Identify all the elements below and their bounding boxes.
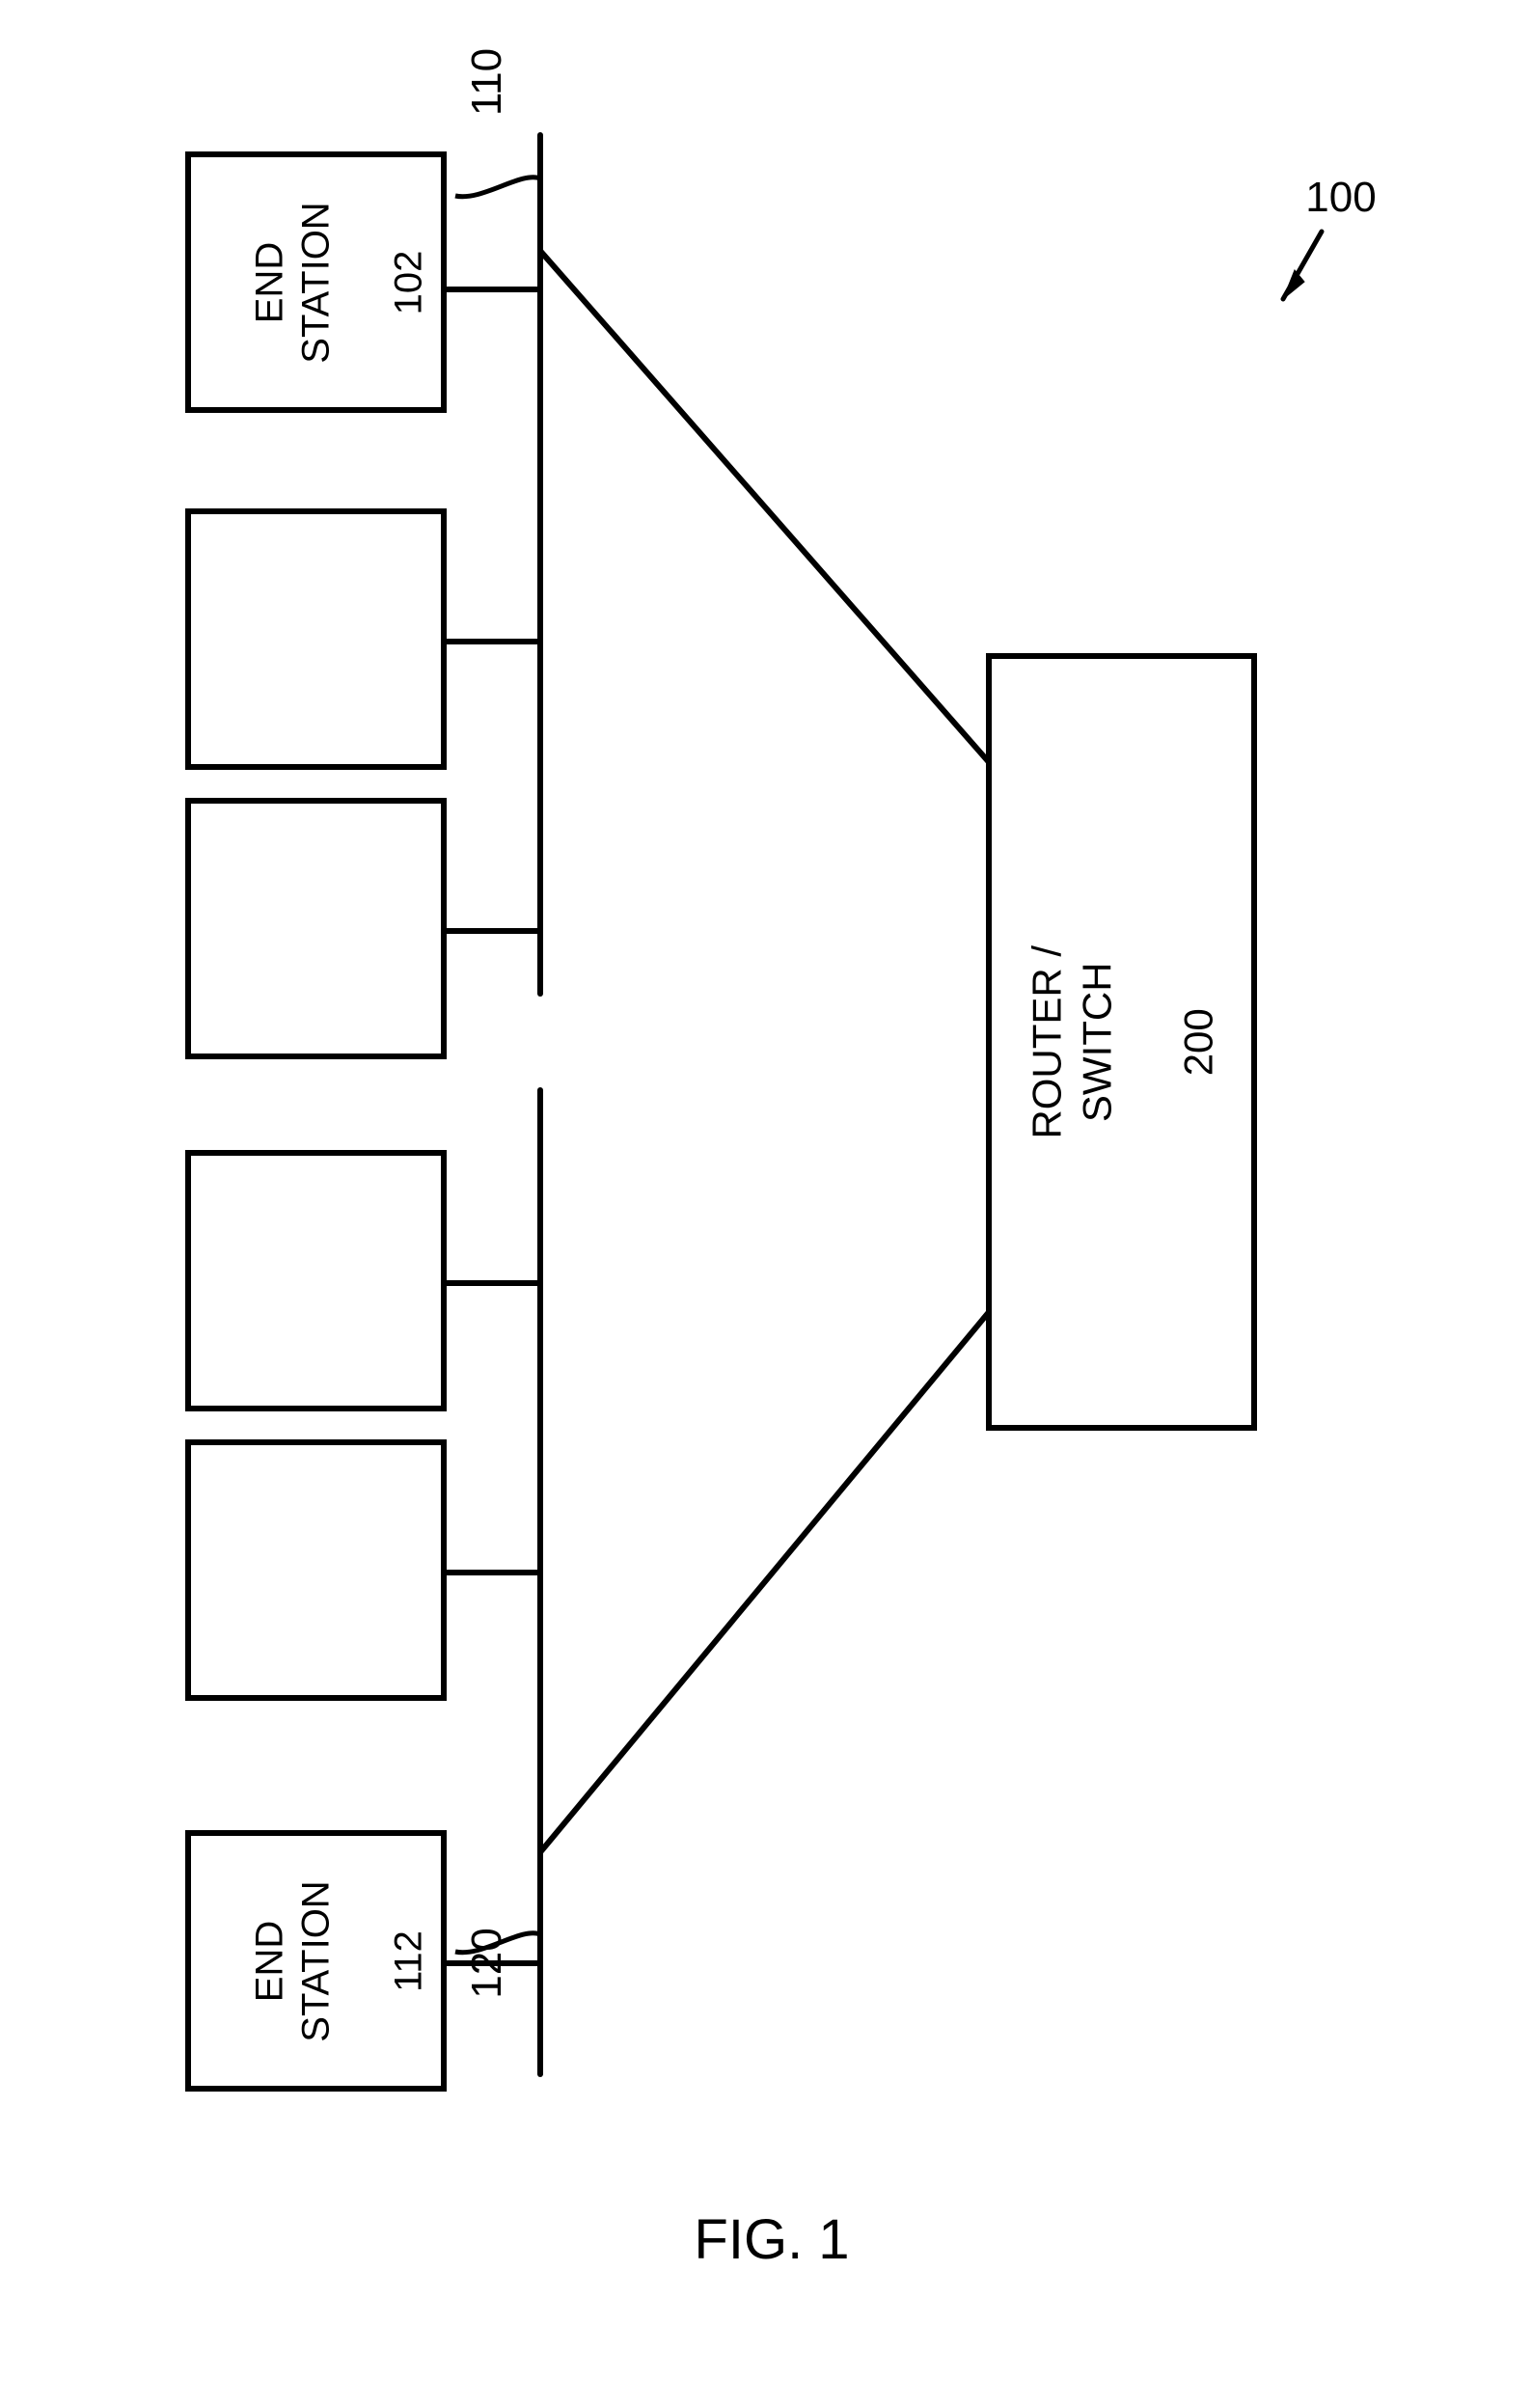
router-ref: 200 — [1175, 1008, 1220, 1076]
bus-110-label: 110 — [415, 34, 511, 130]
ref-arrow-label: 100 — [1283, 125, 1399, 222]
end-station-112-ref: 112 — [388, 1930, 430, 1992]
end-station-102-ref: 102 — [388, 250, 430, 315]
ref-arrow-text: 100 — [1305, 174, 1376, 221]
end-station-102-title: END STATION — [249, 202, 338, 363]
figure-label-text: FIG. 1 — [694, 2208, 849, 2271]
bus-110-text: 110 — [463, 48, 510, 116]
end-station-112-title: END STATION — [249, 1880, 338, 2041]
end-station-102-inner: END STATION 102 — [201, 202, 432, 363]
router-title: ROUTER / SWITCH — [1024, 945, 1120, 1139]
end-station-102-label: END STATION 102 — [188, 154, 444, 410]
end-station-112-label: END STATION 112 — [188, 1833, 444, 2089]
router-label-inner: ROUTER / SWITCH 200 — [971, 910, 1224, 1175]
bus-120-text: 120 — [463, 1928, 510, 1998]
router-label: ROUTER / SWITCH 200 — [965, 656, 1230, 1428]
figure-label: FIG. 1 — [627, 2190, 916, 2272]
end-station-112-inner: END STATION 112 — [201, 1880, 432, 2041]
